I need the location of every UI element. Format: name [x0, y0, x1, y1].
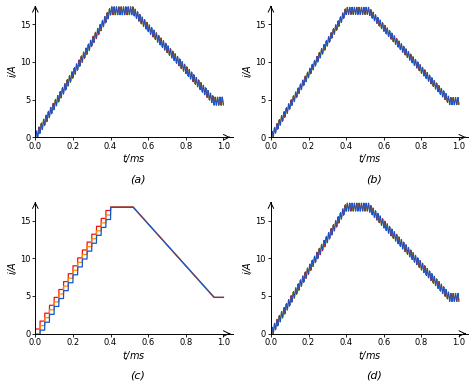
Text: (b): (b) — [366, 174, 382, 184]
Y-axis label: $i$/A: $i$/A — [6, 261, 18, 275]
Y-axis label: $i$/A: $i$/A — [6, 64, 18, 79]
Y-axis label: $i$/A: $i$/A — [241, 261, 254, 275]
Text: (c): (c) — [130, 370, 146, 380]
Text: (a): (a) — [130, 174, 146, 184]
Text: (d): (d) — [366, 370, 382, 380]
X-axis label: $t$/ms: $t$/ms — [358, 349, 382, 362]
X-axis label: $t$/ms: $t$/ms — [122, 349, 146, 362]
X-axis label: $t$/ms: $t$/ms — [358, 152, 382, 166]
Y-axis label: $i$/A: $i$/A — [241, 64, 254, 79]
X-axis label: $t$/ms: $t$/ms — [122, 152, 146, 166]
